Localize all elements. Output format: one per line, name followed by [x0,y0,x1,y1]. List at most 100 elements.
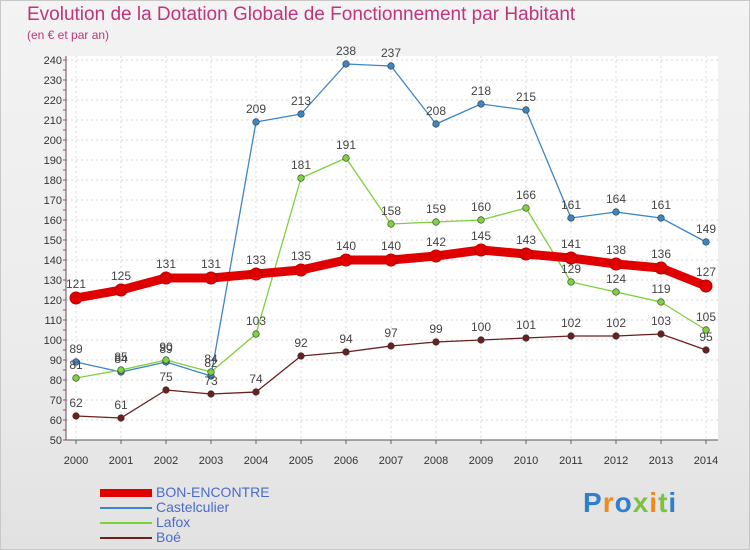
legend-label: Lafox [156,514,191,530]
data-point [249,267,263,281]
y-tick-label: 60 [50,415,62,427]
data-point [699,279,713,293]
y-tick-label: 80 [50,375,62,387]
logo-letter: i [668,487,678,518]
y-tick-label: 110 [44,315,62,327]
data-label: 158 [381,204,401,218]
data-label: 89 [159,342,173,356]
data-label: 121 [66,277,86,291]
data-label: 62 [69,396,83,410]
data-point [432,218,440,226]
logo-letter: t [658,487,669,518]
chart-legend: BON-ENCONTRE Castelculier Lafox Boé [100,485,270,545]
y-tick-label: 190 [44,155,62,167]
y-tick-label: 180 [44,175,62,187]
data-label: 84 [204,352,218,366]
x-tick-label: 2008 [424,455,448,467]
data-label: 102 [606,316,626,330]
x-tick-label: 2003 [199,455,223,467]
data-point [702,346,710,354]
data-point [204,271,218,285]
data-label: 97 [384,326,398,340]
y-tick-label: 90 [50,355,62,367]
legend-swatch [100,521,152,524]
data-label: 119 [651,282,670,296]
data-point [159,271,173,285]
data-point [252,388,260,396]
series-lafox: 81 85 90 84 103 181 191 158 159 160 166 129 124 119 10… [69,138,716,382]
x-tick-label: 2009 [469,455,493,467]
data-point [477,336,485,344]
data-point [252,330,260,338]
data-label: 94 [339,332,353,346]
data-label: 213 [291,94,311,108]
data-label: 215 [516,90,536,104]
data-label: 131 [201,257,221,271]
data-label: 145 [471,229,491,243]
logo-letter: r [602,487,615,518]
logo-letter: i [649,487,659,518]
y-tick-label: 120 [44,295,62,307]
data-point [294,263,308,277]
data-label: 140 [336,239,356,253]
data-label: 125 [111,269,131,283]
data-label: 149 [696,222,716,236]
data-point [297,174,305,182]
data-point [432,120,440,128]
data-label: 103 [651,314,671,328]
data-label: 90 [159,340,173,354]
x-tick-label: 2012 [604,455,628,467]
y-tick-label: 220 [44,95,62,107]
data-label: 166 [516,188,536,202]
data-label: 143 [516,233,536,247]
x-tick-label: 2014 [694,455,718,467]
data-point [387,62,395,70]
data-label: 181 [291,158,311,172]
data-label: 85 [114,350,128,364]
x-tick-label: 2011 [559,455,583,467]
data-label: 74 [249,372,263,386]
y-tick-label: 70 [50,395,62,407]
data-label: 101 [516,318,536,332]
legend-item: Castelculier [100,500,270,515]
legend-item: Lafox [100,515,270,530]
data-label: 100 [471,320,491,334]
legend-swatch [100,536,152,539]
data-point [339,253,353,267]
data-label: 237 [381,46,401,60]
data-point [387,342,395,350]
data-label: 164 [606,192,626,206]
y-tick-label: 240 [44,55,62,67]
data-point [564,251,578,265]
data-label: 75 [159,370,173,384]
data-point [387,220,395,228]
data-point [519,247,533,261]
x-tick-label: 2005 [289,455,313,467]
x-tick-label: 2007 [379,455,403,467]
data-point [252,118,260,126]
data-label: 99 [429,322,443,336]
data-point [342,348,350,356]
y-tick-label: 230 [44,75,62,87]
data-label: 102 [561,316,581,330]
data-label: 129 [561,262,581,276]
data-point [72,374,80,382]
data-point [477,216,485,224]
data-point [384,253,398,267]
x-tick-label: 2006 [334,455,358,467]
y-tick-label: 200 [44,135,62,147]
data-label: 218 [471,84,491,98]
data-label: 238 [336,44,356,58]
legend-label: Boé [156,529,181,545]
legend-label: Castelculier [156,499,230,515]
data-label: 127 [696,265,716,279]
data-point [609,257,623,271]
data-point [432,338,440,346]
y-tick-label: 210 [44,115,62,127]
data-point [72,358,80,366]
data-label: 135 [291,249,311,263]
data-point [522,334,530,342]
data-point [567,332,575,340]
data-point [207,390,215,398]
